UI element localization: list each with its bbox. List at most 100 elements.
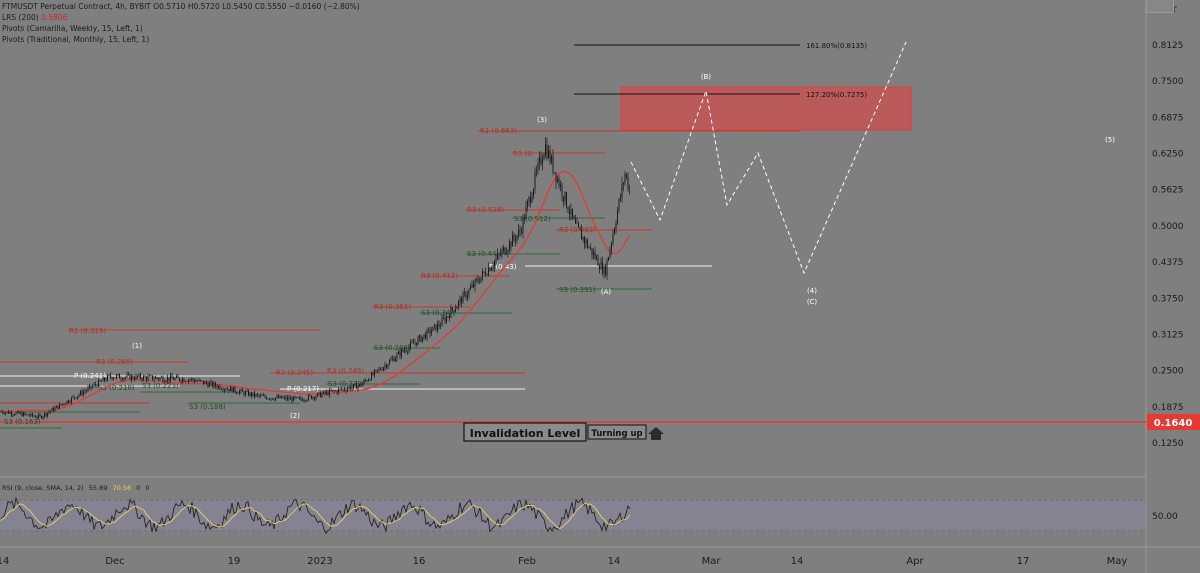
lrs-value: 0.5806 [41,13,68,22]
candle-body [314,396,315,399]
candle-body [101,381,102,382]
candle-body [345,390,347,391]
candle-body [590,247,591,249]
candle-body [149,375,150,377]
candle-body [224,389,225,391]
candle-body [95,384,96,386]
candle-body [572,208,573,217]
candle-body [279,395,281,399]
time-tick-label: 2023 [307,556,332,567]
candle-body [468,289,470,295]
candle-body [591,247,593,255]
up-arrow-icon [648,427,664,440]
candle-body [47,412,48,416]
wave-label-2: (2) [290,412,300,420]
current-price-label: 0.1640 [1154,418,1193,429]
candle-body [516,235,518,241]
candle-body [152,375,153,380]
candle-body [422,336,423,342]
price-tick-label: 0.2500 [1152,367,1184,377]
wave-label-3: (3) [537,116,547,124]
candle-body [542,159,543,164]
candle-body [104,377,105,381]
candle-body [407,351,408,353]
candle-body [288,397,290,400]
candle-body [281,395,282,399]
ohlc-close: C0.5550 [254,2,287,11]
candle-body [278,396,279,399]
invalidation-label-box[interactable] [463,422,587,442]
candle-body [195,381,197,382]
candle-body [177,376,179,378]
candle-body [77,396,78,399]
price-tick-label: 0.7500 [1152,77,1184,87]
candle-body [612,233,614,244]
candle-body [606,260,608,276]
candle-body [381,369,383,371]
candle-body [384,365,386,368]
candle-body [210,381,212,383]
time-ticks: 14 Dec 19 2023 16 Feb 14 Mar 14 Apr 17 May [0,556,1127,567]
time-tick-label: May [1107,556,1128,567]
candle-body [371,373,372,381]
price-tick-label: 0.1250 [1152,439,1184,449]
pivots-weekly-row[interactable]: Pivots (Camarilla, Weekly, 15, Left, 1) [2,24,143,33]
candle-body [237,392,239,394]
candle-body [156,377,158,379]
candle-body [264,395,266,398]
pivots-monthly-row[interactable]: Pivots (Traditional, Monthly, 15, Left, … [2,35,150,44]
candle-body [243,391,245,395]
candle-body [285,396,287,400]
elliott-projection-path[interactable] [630,41,907,275]
candle-body [234,387,236,393]
candle-body [117,374,119,376]
price-pane[interactable] [0,0,1146,475]
candle-body [11,412,12,415]
candle-body [258,394,260,397]
candle-body [552,155,554,172]
candle-body [45,413,47,416]
price-tick-label: 0.4375 [1152,258,1184,268]
candle-body [221,389,222,390]
candle-body [476,279,477,280]
candle-body [15,412,17,415]
candle-body [167,377,168,381]
candle-body [357,385,359,389]
candle-body [311,395,312,399]
candle-body [110,374,111,377]
candle-body [35,416,36,418]
candle-body [402,349,404,352]
candle-body [623,183,624,184]
candle-body [462,292,464,304]
candle-body [62,403,63,405]
candle-body [620,196,621,200]
price-tick-label: 0.5625 [1152,186,1184,196]
candle-body [570,208,572,215]
lrs-line[interactable] [0,170,631,413]
candle-body [420,335,422,342]
candle-body [449,316,450,318]
turning-up-box[interactable] [587,424,647,440]
candle-body [132,375,134,379]
lrs-row[interactable]: LRS (200) 0.5806 [2,12,360,23]
candle-body [102,377,104,382]
ohlc-open: O0.5710 [153,2,186,11]
pivot-label: S3 (0.163) [4,418,41,426]
settings-tab-icon[interactable] [1146,0,1174,13]
target-zone-box[interactable] [620,86,912,131]
candle-body [353,384,354,388]
pivot-label: P (0.43) [489,263,517,271]
candle-body [386,365,387,368]
candle-body [272,398,273,400]
candle-body [222,389,224,391]
rsi-line[interactable] [0,496,631,535]
pivot-label: R3 (0.265) [96,358,133,366]
candle-body [213,382,215,387]
candle-body [66,400,68,405]
candle-body [219,385,221,390]
candle-body [38,414,39,418]
candle-body [218,385,219,388]
rsi-ma-line[interactable] [0,502,631,530]
candle-body [203,380,204,384]
